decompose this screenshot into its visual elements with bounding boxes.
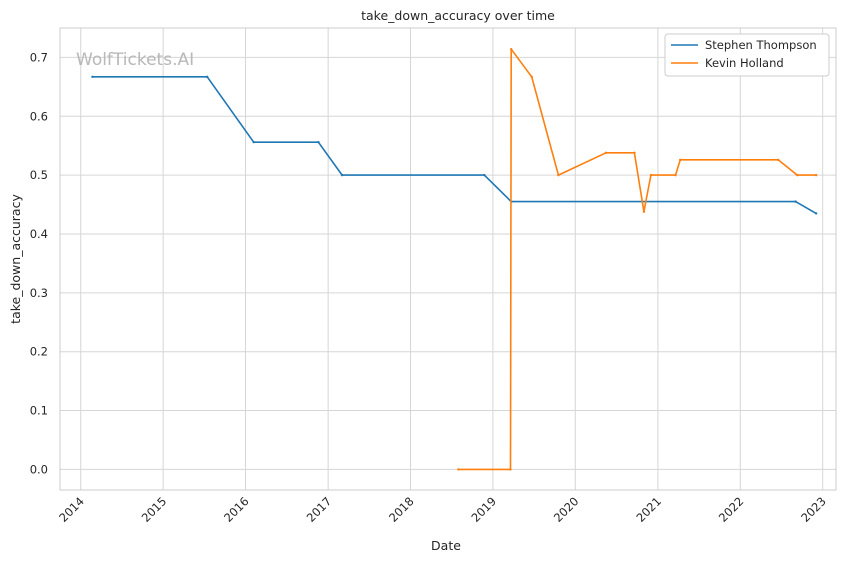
data-point-kevin-holland — [679, 158, 682, 162]
data-point-stephen-thompson — [252, 140, 255, 144]
data-point-kevin-holland — [674, 173, 677, 177]
x-tick-label: 2021 — [633, 494, 664, 525]
y-tick-label: 0.2 — [30, 345, 48, 359]
data-point-kevin-holland — [633, 151, 636, 154]
data-point-kevin-holland — [795, 173, 799, 177]
data-point-kevin-holland — [649, 173, 653, 177]
y-axis-label: take_down_accuracy — [8, 194, 23, 324]
y-tick-label: 0.7 — [30, 50, 48, 64]
y-tick-label: 0.5 — [30, 168, 48, 182]
data-point-kevin-holland — [642, 210, 646, 213]
legend-label-stephen-thompson: Stephen Thompson — [705, 38, 817, 52]
x-tick-label: 2016 — [221, 494, 252, 525]
legend-label-kevin-holland: Kevin Holland — [705, 56, 784, 70]
data-point-stephen-thompson — [317, 140, 320, 144]
data-point-kevin-holland — [509, 468, 512, 471]
data-point-kevin-holland — [509, 47, 513, 51]
x-tick-label: 2017 — [304, 494, 335, 525]
x-tick-label: 2018 — [386, 494, 417, 525]
legend: Stephen Thompson Kevin Holland — [664, 33, 830, 77]
y-tick-label: 0.6 — [30, 109, 48, 123]
series-line-kevin-holland — [458, 48, 817, 471]
y-tick-label: 0.4 — [30, 227, 48, 241]
y-tick-label: 0.1 — [30, 404, 48, 418]
data-point-stephen-thompson — [340, 173, 344, 177]
data-point-kevin-holland — [530, 75, 533, 79]
data-point-kevin-holland — [604, 151, 608, 154]
data-point-kevin-holland — [814, 173, 818, 177]
data-point-stephen-thompson — [205, 75, 209, 79]
plot-area — [60, 28, 836, 490]
plot-frame — [59, 27, 837, 491]
x-tick-label: 2015 — [139, 494, 170, 525]
data-point-stephen-thompson — [814, 212, 818, 215]
x-axis-ticks: 2014 2015 2016 2017 2018 2019 2020 2021 2022 2023 — [56, 494, 829, 525]
chart-title: take_down_accuracy over time — [361, 8, 555, 23]
data-point-kevin-holland — [557, 173, 560, 177]
data-point-kevin-holland — [777, 158, 780, 162]
x-axis-label: Date — [431, 538, 461, 553]
data-point-kevin-holland — [457, 468, 460, 471]
x-tick-label: 2022 — [716, 494, 747, 525]
watermark-text: WolfTickets.AI — [76, 50, 194, 70]
y-axis-ticks: 0.0 0.1 0.2 0.3 0.4 0.5 0.6 0.7 — [30, 50, 48, 476]
data-point-stephen-thompson — [794, 200, 797, 203]
x-tick-label: 2023 — [798, 494, 829, 525]
x-tick-label: 2020 — [551, 494, 582, 525]
x-tick-label: 2014 — [56, 494, 87, 525]
data-point-stephen-thompson — [483, 173, 486, 177]
x-tick-label: 2019 — [468, 494, 499, 525]
y-tick-label: 0.0 — [30, 462, 48, 476]
series-layer — [91, 47, 818, 471]
y-tick-label: 0.3 — [30, 286, 48, 300]
data-point-stephen-thompson — [91, 75, 94, 79]
legend-box — [664, 33, 830, 77]
grid — [60, 28, 836, 490]
